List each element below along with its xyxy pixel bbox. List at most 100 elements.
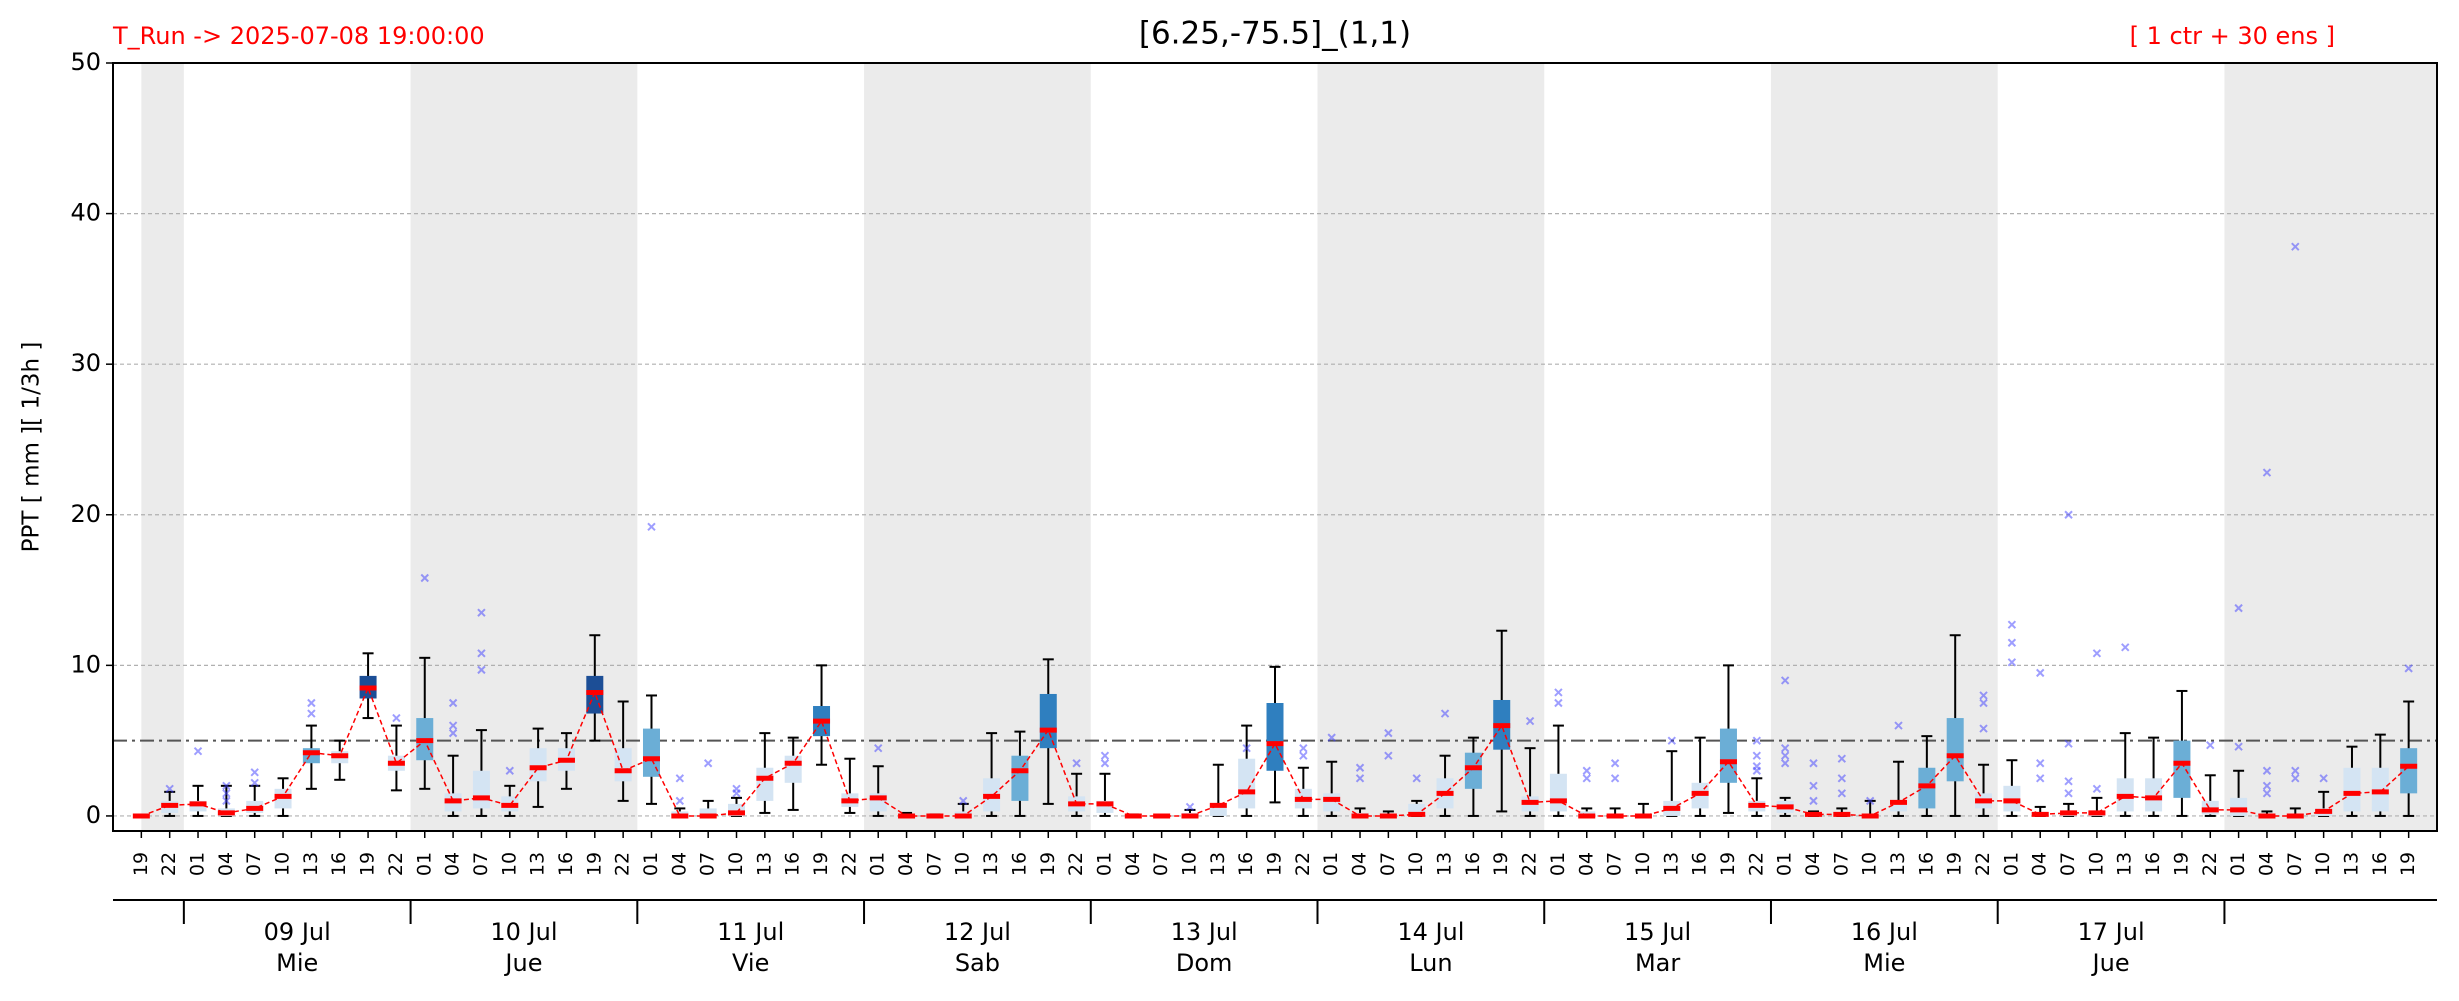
x-tick-label: 13: [1434, 852, 1456, 876]
day-shading: [2224, 63, 2437, 831]
flier: [2007, 620, 2017, 629]
flier: [647, 522, 656, 532]
x-tick-label: 19: [2397, 852, 2419, 876]
flier: [392, 713, 401, 723]
flier: [505, 766, 514, 775]
flier: [1752, 762, 1762, 771]
flier: [448, 698, 458, 708]
x-tick-label: 10: [1405, 852, 1427, 876]
x-tick-label: 19: [1490, 852, 1512, 876]
box: [614, 748, 632, 782]
flier: [1525, 716, 1535, 726]
x-tick-label: 10: [1632, 852, 1654, 876]
x-tick-label: 19: [583, 852, 605, 876]
x-tick-label: 01: [640, 852, 662, 876]
x-tick-label: 07: [1150, 852, 1172, 876]
flier: [1780, 676, 1790, 685]
x-tick-label: 13: [1207, 852, 1229, 876]
flier: [1554, 698, 1563, 708]
box: [529, 748, 547, 782]
box: [1719, 728, 1737, 783]
flier: [1384, 728, 1393, 738]
flier: [2064, 789, 2073, 798]
x-tick-label: 13: [753, 852, 775, 876]
x-tick-label: 16: [2369, 852, 2391, 876]
flier: [2092, 784, 2102, 794]
y-tick-label: 40: [70, 199, 101, 227]
flier: [1384, 751, 1393, 760]
day-date: 10 Jul: [490, 918, 557, 946]
day-date: 12 Jul: [944, 918, 1011, 946]
x-tick-label: 19: [357, 852, 379, 876]
x-tick-label: 13: [2114, 852, 2136, 876]
x-tick-label: 07: [2057, 852, 2079, 876]
day-date: 17 Jul: [2078, 918, 2145, 946]
x-tick-label: 01: [867, 852, 889, 876]
box: [784, 755, 802, 783]
x-tick-label: 19: [1717, 852, 1739, 876]
flier: [477, 649, 486, 658]
box: [2343, 767, 2361, 812]
x-tick-label: 04: [2029, 852, 2051, 876]
members-label: [ 1 ctr + 30 ens ]: [2130, 22, 2335, 50]
x-tick-label: 22: [1745, 852, 1767, 876]
x-tick-label: 13: [527, 852, 549, 876]
x-tick-label: 10: [272, 852, 294, 876]
x-tick-label: 07: [923, 852, 945, 876]
flier: [250, 768, 259, 777]
day-weekday: Mar: [1635, 949, 1680, 977]
flier: [1582, 766, 1591, 775]
flier: [1440, 709, 1450, 718]
flier: [448, 721, 458, 730]
flier: [1610, 759, 1620, 768]
flier: [959, 796, 968, 806]
flier: [1610, 774, 1620, 783]
y-axis-label: PPT [ mm ][ 1/3h ]: [19, 342, 45, 553]
flier: [1780, 759, 1790, 768]
x-tick-label: 04: [1575, 852, 1597, 876]
x-tick-label: 04: [1349, 852, 1371, 876]
x-tick-label: 10: [725, 852, 747, 876]
day-weekday: Vie: [732, 949, 769, 977]
x-tick-label: 22: [2199, 852, 2221, 876]
flier: [2291, 774, 2300, 783]
flier: [1894, 721, 1903, 730]
flier: [477, 608, 486, 617]
x-tick-label: 01: [1320, 852, 1342, 876]
flier: [675, 796, 685, 806]
x-tick-label: 13: [980, 852, 1002, 876]
flier: [307, 698, 316, 708]
x-tick-label: 22: [158, 852, 180, 876]
flier: [2036, 668, 2045, 678]
x-tick-label: 10: [952, 852, 974, 876]
x-tick-label: 19: [810, 852, 832, 876]
day-date: 13 Jul: [1171, 918, 1238, 946]
x-tick-label: 19: [130, 852, 152, 876]
x-tick-label: 04: [215, 852, 237, 876]
x-tick-label: 04: [1802, 852, 1824, 876]
flier: [2064, 777, 2073, 786]
flier: [675, 774, 685, 783]
x-tick-label: 01: [187, 852, 209, 876]
flier: [703, 759, 713, 768]
day-weekday: Jue: [2091, 949, 2130, 977]
flier: [2234, 742, 2243, 751]
x-tick-label: 13: [1660, 852, 1682, 876]
x-tick-label: 07: [470, 852, 492, 876]
flier: [2007, 638, 2017, 647]
flier: [874, 743, 883, 753]
x-tick-label: 13: [300, 852, 322, 876]
x-tick-label: 13: [1887, 852, 1909, 876]
x-tick-label: 16: [2142, 852, 2164, 876]
x-tick-label: 22: [1519, 852, 1541, 876]
flier: [2291, 242, 2300, 251]
flier: [2206, 740, 2215, 750]
flier: [2036, 759, 2045, 768]
flier: [1554, 688, 1563, 697]
day-date: 15 Jul: [1624, 918, 1691, 946]
flier: [2036, 774, 2045, 783]
flier: [1412, 774, 1421, 783]
chart-title: [6.25,-75.5]_(1,1): [1139, 16, 1411, 52]
x-tick-label: 22: [1292, 852, 1314, 876]
